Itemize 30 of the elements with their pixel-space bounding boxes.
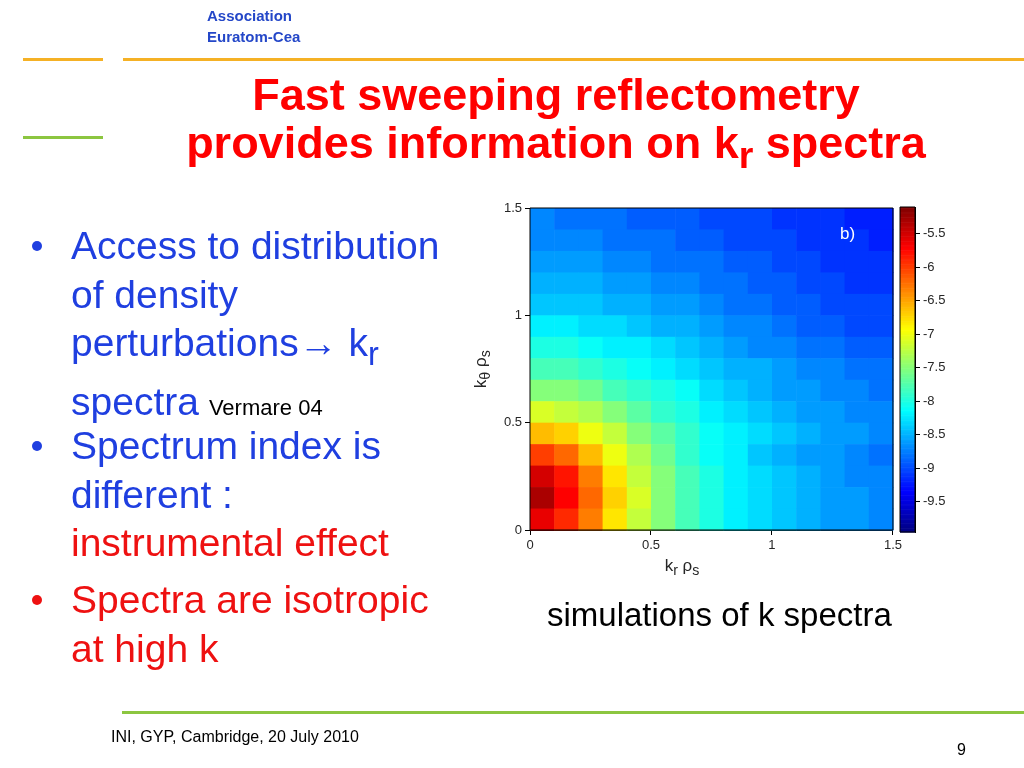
x-tick-label: 1.5	[883, 537, 902, 553]
color-bar-label: -8.5	[923, 426, 946, 442]
y-tick-label: 0	[514, 521, 522, 537]
text: Vermare 04	[208, 395, 323, 421]
text: INI, GYP, Cambridge, 20 July 2010	[111, 728, 359, 746]
color-bar-label: -9	[923, 459, 935, 475]
color-bar-label: -7.5	[923, 359, 946, 375]
color-bar-label: -6	[923, 258, 935, 274]
x-tick-label: 1	[768, 537, 776, 553]
chart-title: Fast sweeping reflectometry provides information on k$_{r}$ spectra	[185, 69, 927, 178]
y-tick-label: 1	[514, 306, 522, 322]
color-bar-label: -7	[923, 325, 935, 341]
color-bar-label: -6.5	[923, 292, 946, 308]
x-axis-title: k$_{r}$ ρ$_{s}$	[663, 556, 701, 579]
text: Spectrum index is different :	[71, 423, 382, 518]
text: spectra	[71, 380, 199, 424]
y-tick-label: 1.5	[503, 199, 522, 215]
text: Spectra are isotropic at high k	[71, 577, 430, 672]
color-bar-label: -9.5	[923, 493, 946, 509]
color-bar-label: -5.5	[923, 225, 946, 241]
text: Association Euratom-Cea	[207, 6, 302, 47]
annotation: b)	[840, 224, 856, 244]
text: simulations of k spectra	[547, 595, 893, 635]
x-tick-label: 0.5	[641, 537, 661, 553]
y-tick-label: 0.5	[503, 414, 522, 430]
text: Access to distribution of density perturbations→ k$_{r}$	[71, 223, 441, 374]
text: 9	[957, 741, 966, 759]
color-bar-label: -8	[923, 392, 935, 408]
text: instrumental effect	[71, 520, 390, 566]
x-tick-label: 0	[526, 537, 534, 553]
